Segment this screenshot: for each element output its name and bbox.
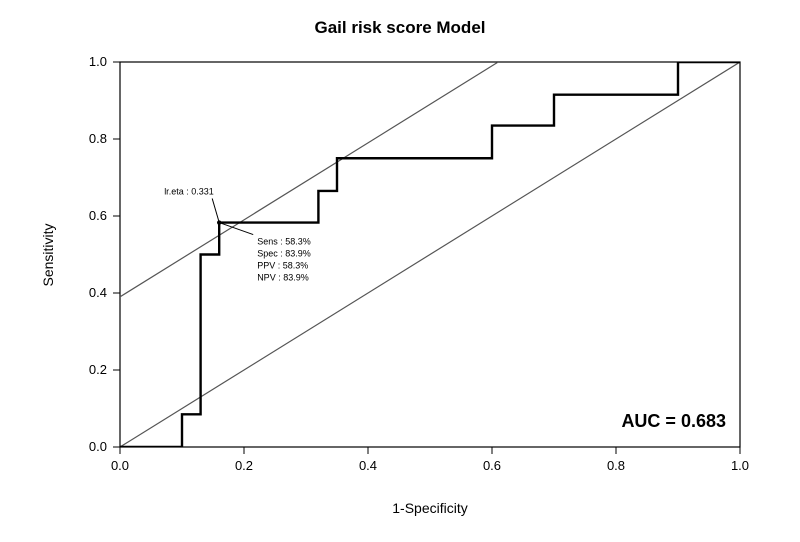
y-tick-label: 1.0 [89, 54, 107, 69]
optimal-point-marker [217, 220, 221, 224]
roc-plot: 0.0 0.2 0.4 0.6 0.8 1.0 0.0 0.2 0.4 0.6 0.8 1.0 lr.e… [0, 0, 800, 542]
y-tick-label: 0.0 [89, 439, 107, 454]
x-tick-label: 0.6 [483, 458, 501, 473]
y-tick-label: 0.2 [89, 362, 107, 377]
x-tick-label: 0.2 [235, 458, 253, 473]
x-tick-label: 0.0 [111, 458, 129, 473]
x-tick-label: 0.4 [359, 458, 377, 473]
x-tick-label: 0.8 [607, 458, 625, 473]
auc-label: AUC = 0.683 [621, 411, 726, 431]
callout-line [212, 199, 219, 223]
upper-reference-line [120, 62, 498, 297]
x-tick-label: 1.0 [731, 458, 749, 473]
y-tick-label: 0.4 [89, 285, 107, 300]
chart-container: { "chart": { "type": "roc-curve", "title… [0, 0, 800, 542]
marker-stat: Spec : 83.9% [257, 249, 311, 259]
marker-stat: NPV : 83.9% [257, 273, 309, 283]
y-tick-label: 0.6 [89, 208, 107, 223]
marker-stat: Sens : 58.3% [257, 237, 311, 247]
threshold-label: lr.eta : 0.331 [164, 187, 214, 197]
marker-stat: PPV : 58.3% [257, 261, 308, 271]
y-tick-label: 0.8 [89, 131, 107, 146]
